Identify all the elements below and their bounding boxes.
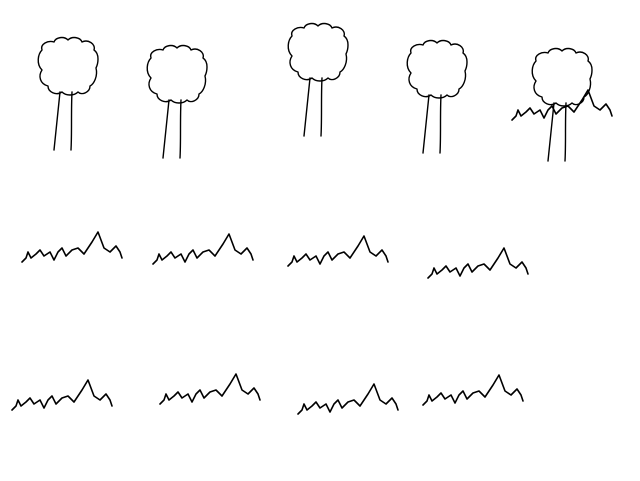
- tree-icon: [406, 39, 468, 154]
- grass-icon: [159, 373, 261, 405]
- grass-icon: [297, 383, 399, 415]
- tree-icon: [146, 44, 208, 159]
- tree-icon: [287, 22, 349, 137]
- grass-icon: [287, 235, 389, 267]
- grass-icon: [21, 231, 123, 263]
- grass-icon: [511, 89, 613, 121]
- grass-icon: [422, 374, 524, 406]
- tree-icon: [531, 47, 593, 162]
- grass-icon: [427, 247, 529, 279]
- grass-icon: [11, 379, 113, 411]
- tree-icon: [37, 36, 99, 151]
- grass-icon: [152, 233, 254, 265]
